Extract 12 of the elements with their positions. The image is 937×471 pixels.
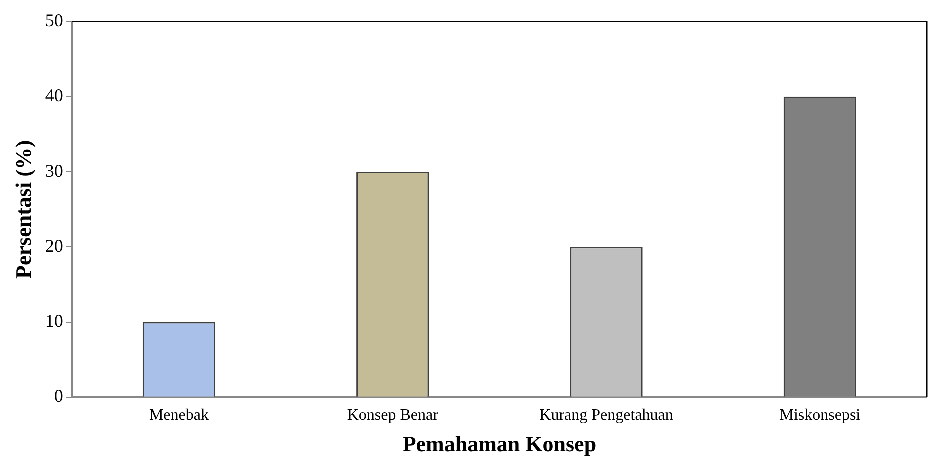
x-tick-label: Miskonsepsi	[780, 407, 862, 424]
y-tick-label: 40	[45, 86, 64, 106]
y-tick-label: 50	[45, 10, 64, 31]
x-tick-label: Kurang Pengetahuan	[540, 407, 674, 424]
x-tick-label: Konsep Benar	[347, 407, 440, 424]
y-tick-label: 30	[45, 160, 64, 181]
y-tick-label: 10	[45, 311, 64, 332]
y-axis-title: Persentasi (%)	[10, 140, 36, 279]
y-tick-label: 0	[54, 386, 64, 406]
x-axis-title: Pemahaman Konsep	[402, 431, 597, 456]
y-tick-label: 20	[45, 236, 64, 256]
x-tick-label: Menebak	[149, 407, 209, 424]
